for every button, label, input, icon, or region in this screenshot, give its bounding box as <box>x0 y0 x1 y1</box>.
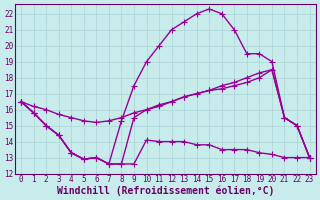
X-axis label: Windchill (Refroidissement éolien,°C): Windchill (Refroidissement éolien,°C) <box>57 185 274 196</box>
